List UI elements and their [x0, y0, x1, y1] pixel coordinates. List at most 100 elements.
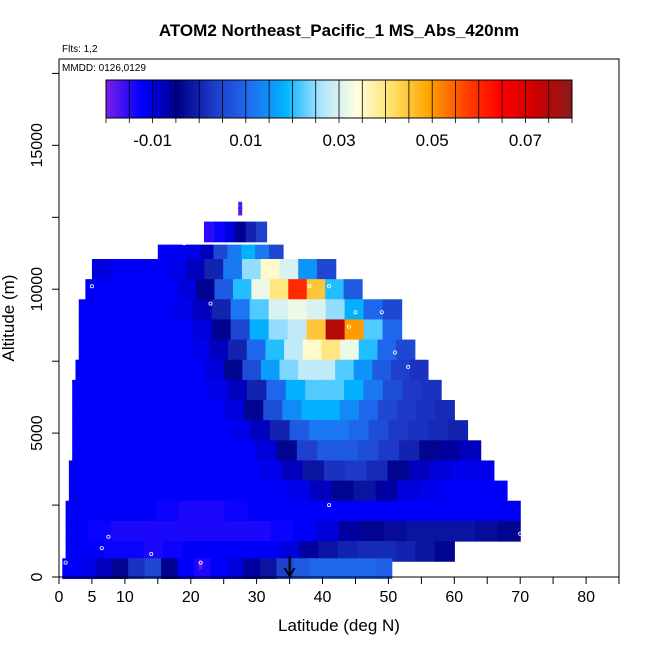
- heatmap-cell: [320, 400, 341, 421]
- heatmap-cell: [224, 221, 236, 243]
- heatmap-cell: [281, 460, 304, 482]
- heatmap-cell: [201, 541, 222, 562]
- heatmap-cell: [188, 379, 209, 401]
- heatmap-cell: [279, 541, 300, 562]
- heatmap-cell: [434, 541, 455, 562]
- heatmap-cell: [339, 400, 360, 421]
- heatmap-cell: [228, 339, 248, 361]
- heatmap-cell: [324, 379, 345, 401]
- heatmap-cell: [276, 440, 298, 462]
- heatmap-cell: [325, 558, 343, 580]
- heatmap-cell: [135, 319, 156, 341]
- heatmap-cell: [306, 319, 327, 341]
- heatmap-cell: [113, 440, 135, 462]
- sample-point: [392, 350, 397, 355]
- heatmap-cell: [318, 541, 339, 562]
- heatmap-cell: [156, 480, 180, 502]
- heatmap-cell: [122, 279, 142, 300]
- sample-point: [136, 238, 141, 243]
- heatmap-cell: [78, 299, 99, 321]
- sample-point: [307, 284, 312, 289]
- heatmap-cell: [342, 558, 360, 580]
- x-axis: 0 5 10 20 30 40 50 60 70 80: [55, 577, 620, 606]
- heatmap-cell: [323, 460, 346, 482]
- heatmap-cell: [211, 299, 232, 321]
- heatmap-cell: [111, 520, 135, 542]
- heatmap-cell: [382, 319, 403, 341]
- heatmap-cell: [296, 440, 318, 462]
- heatmap-cell: [269, 420, 291, 441]
- heatmap-cell: [235, 440, 257, 462]
- y-tick-label: 0: [29, 572, 46, 581]
- heatmap-cell: [260, 359, 281, 381]
- heatmap-cell: [472, 460, 495, 482]
- heatmap-cell: [72, 379, 93, 401]
- heatmap-cell: [179, 500, 203, 522]
- heatmap-cell: [169, 379, 190, 401]
- sample-point: [346, 324, 351, 329]
- heatmap-cell: [301, 400, 322, 421]
- heatmap-cell: [223, 259, 243, 280]
- heatmap-cell: [266, 379, 287, 401]
- heatmap-cell: [133, 500, 158, 522]
- heatmap-cell: [194, 440, 216, 462]
- heatmap-cell: [223, 359, 244, 381]
- heatmap-cell: [204, 259, 224, 280]
- heatmap-cell: [140, 279, 160, 300]
- sample-point: [73, 267, 78, 272]
- heatmap-cell: [315, 520, 339, 542]
- heatmap-cell: [289, 420, 310, 441]
- heatmap-cell: [135, 299, 156, 321]
- marker-head: [283, 567, 296, 578]
- heatmap-cell: [325, 299, 346, 321]
- heatmap-cell: [131, 359, 151, 381]
- heatmap-cell: [159, 279, 179, 300]
- heatmap-cell: [376, 541, 397, 562]
- heatmap-cell: [270, 520, 294, 542]
- heatmap-cell: [344, 319, 365, 341]
- heatmap-cell: [255, 440, 278, 462]
- heatmap-cell: [238, 460, 261, 482]
- heatmap-cell: [227, 379, 248, 401]
- heatmap-cell: [315, 500, 339, 522]
- colorbar-ticks: [105, 80, 573, 123]
- heatmap-cell: [337, 541, 358, 562]
- heatmap-cell: [348, 420, 370, 441]
- sample-point: [70, 255, 75, 260]
- heatmap-cell: [205, 359, 225, 381]
- heatmap-cell: [358, 400, 379, 421]
- heatmap-cell: [111, 460, 134, 482]
- heatmap-cell: [390, 359, 410, 381]
- heatmap-cell: [112, 480, 136, 502]
- heatmap-cell: [285, 379, 306, 401]
- heatmap-cell: [75, 359, 95, 381]
- heatmap-cell: [111, 420, 133, 441]
- sample-point: [182, 241, 187, 246]
- heatmap-cell: [265, 339, 285, 361]
- heatmap-cell: [251, 279, 271, 300]
- latitude-marker-arrow: [283, 556, 296, 578]
- sample-point: [63, 560, 68, 565]
- heatmap-cell: [201, 520, 226, 542]
- heatmap-cell: [154, 319, 175, 341]
- heatmap-cell: [378, 440, 400, 462]
- sample-point: [327, 503, 332, 508]
- heatmap-cell: [230, 420, 251, 441]
- heatmap-cell: [111, 558, 129, 580]
- heatmap-cell: [240, 541, 261, 562]
- heatmap-cell: [345, 460, 367, 482]
- heatmap-cell: [447, 420, 469, 441]
- heatmap-cell: [429, 500, 453, 522]
- heatmap-cell: [335, 359, 355, 381]
- heatmap-cell: [358, 440, 380, 462]
- heatmap-cell: [358, 339, 379, 361]
- x-tick-label: 60: [445, 589, 463, 606]
- heatmap-cell: [263, 400, 283, 421]
- heatmap-cell: [68, 460, 91, 482]
- x-tick-label: 70: [511, 589, 529, 606]
- heatmap-cell: [250, 420, 271, 441]
- sample-point: [208, 301, 213, 306]
- heatmap-cell: [247, 520, 271, 542]
- heatmap-cell: [173, 319, 194, 341]
- heatmap-cell: [398, 440, 420, 462]
